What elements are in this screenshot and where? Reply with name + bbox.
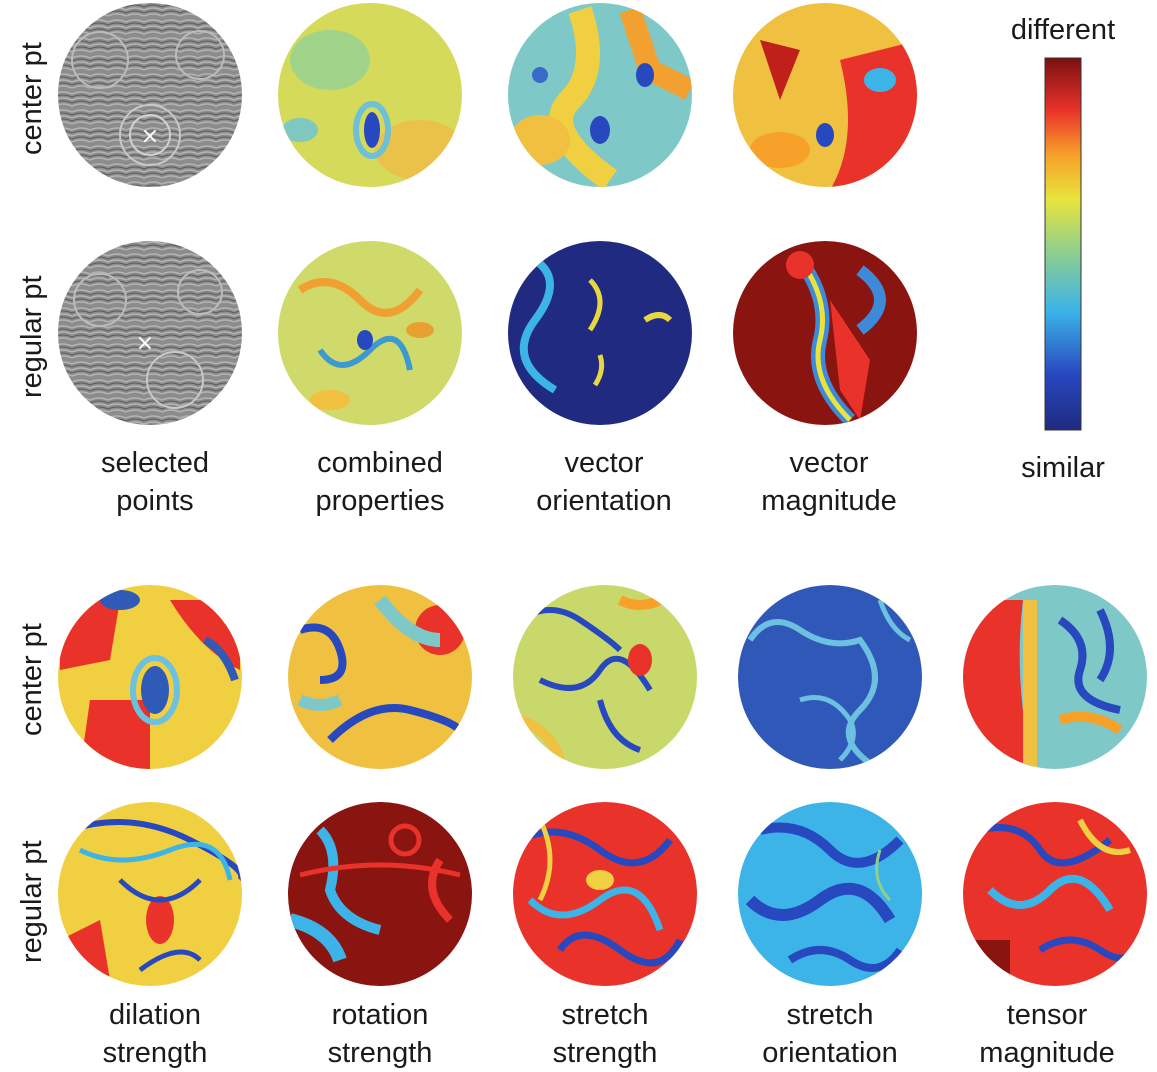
caption-stretch-strength: stretch strength bbox=[495, 996, 715, 1072]
caption-tensor-magnitude: tensor magnitude bbox=[937, 996, 1157, 1072]
caption-line2: orientation bbox=[762, 1037, 898, 1069]
dilation-strength-center-disc bbox=[58, 585, 242, 769]
caption-dilation-strength: dilation strength bbox=[45, 996, 265, 1072]
combined-properties-regular-disc bbox=[278, 241, 462, 425]
vector-magnitude-regular-disc bbox=[733, 241, 917, 425]
regular-point-marker: × bbox=[136, 331, 154, 356]
lic-center-point-disc bbox=[58, 3, 242, 187]
caption-line1: rotation bbox=[331, 999, 429, 1031]
caption-line2: strength bbox=[327, 1037, 433, 1069]
dilation-strength-regular-disc bbox=[58, 802, 242, 986]
caption-combined-properties: combined properties bbox=[270, 444, 490, 520]
tensor-magnitude-center-disc bbox=[963, 585, 1147, 769]
caption-line1: tensor bbox=[1006, 999, 1088, 1031]
row-label-center-top: center pt bbox=[16, 42, 48, 155]
caption-rotation-strength: rotation strength bbox=[270, 996, 490, 1072]
caption-line2: properties bbox=[315, 485, 445, 517]
vector-magnitude-center-disc bbox=[733, 3, 917, 187]
caption-line2: strength bbox=[552, 1037, 658, 1069]
vector-orientation-center-disc bbox=[508, 3, 692, 187]
caption-line2: orientation bbox=[536, 485, 672, 517]
colorbar-top-label: different bbox=[1010, 14, 1116, 46]
caption-stretch-orientation: stretch orientation bbox=[720, 996, 940, 1072]
tensor-magnitude-regular-disc bbox=[963, 802, 1147, 986]
caption-line1: vector bbox=[564, 447, 644, 479]
caption-line2: strength bbox=[102, 1037, 208, 1069]
caption-line2: points bbox=[116, 485, 194, 517]
lic-regular-point-disc bbox=[58, 241, 242, 425]
row-label-center-bottom: center pt bbox=[16, 623, 48, 736]
caption-line1: stretch bbox=[786, 999, 874, 1031]
caption-line1: dilation bbox=[109, 999, 201, 1031]
caption-vector-orientation: vector orientation bbox=[494, 444, 714, 520]
vector-orientation-regular-disc bbox=[508, 241, 692, 425]
caption-line2: magnitude bbox=[761, 485, 897, 517]
rotation-strength-center-disc bbox=[288, 585, 472, 769]
colorbar-bottom-label: similar bbox=[1021, 452, 1105, 484]
combined-properties-center-disc bbox=[278, 3, 462, 187]
caption-line1: stretch bbox=[561, 999, 649, 1031]
stretch-orientation-regular-disc bbox=[738, 802, 922, 986]
stretch-orientation-center-disc bbox=[738, 585, 922, 769]
caption-line1: selected bbox=[100, 447, 209, 479]
stretch-strength-regular-disc bbox=[513, 802, 697, 986]
colorbar bbox=[1044, 57, 1082, 431]
caption-line2: magnitude bbox=[979, 1037, 1115, 1069]
row-label-regular-top: regular pt bbox=[16, 275, 48, 398]
caption-line1: vector bbox=[789, 447, 869, 479]
caption-selected-points: selected points bbox=[45, 444, 265, 520]
caption-line1: combined bbox=[317, 447, 443, 479]
rotation-strength-regular-disc bbox=[288, 802, 472, 986]
center-point-marker: × bbox=[141, 124, 159, 149]
caption-vector-magnitude: vector magnitude bbox=[719, 444, 939, 520]
stretch-strength-center-disc bbox=[513, 585, 697, 769]
row-label-regular-bottom: regular pt bbox=[16, 840, 48, 963]
